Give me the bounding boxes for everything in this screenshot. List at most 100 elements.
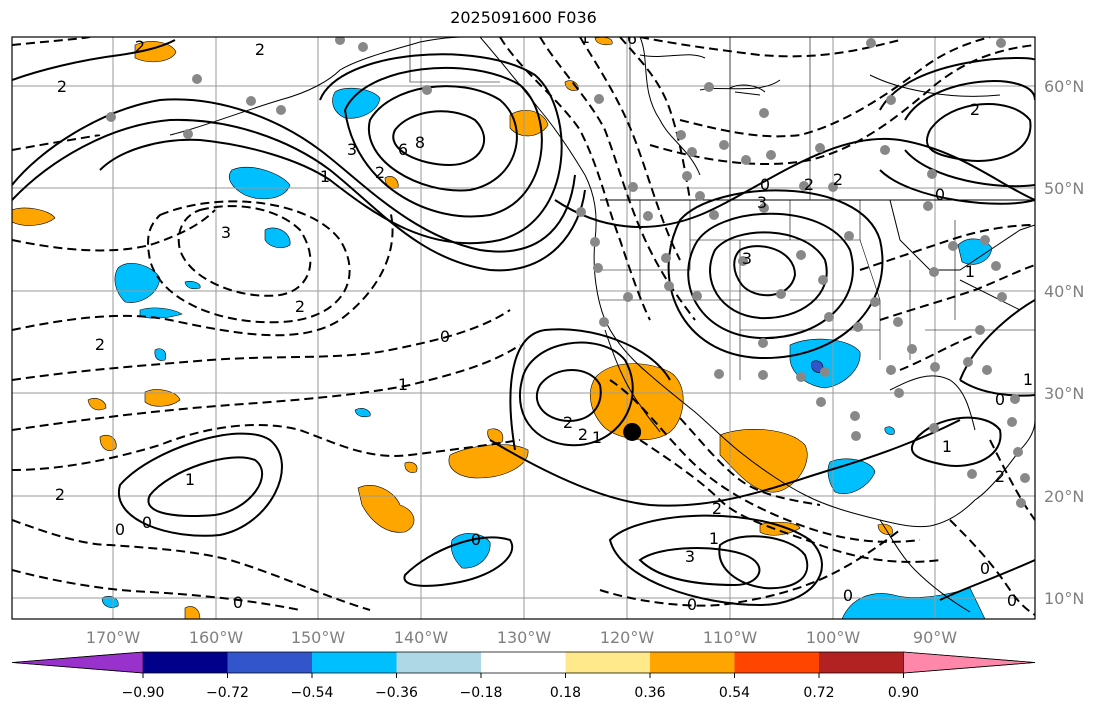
contour-solid [667,189,884,360]
negative-anomaly-area [264,227,291,249]
contour-solid [535,369,602,422]
contour-dashed [599,529,901,607]
contour-dashed [649,44,1035,165]
contour-value-label: 1 [942,437,952,456]
contour-value-label: 2 [804,175,814,194]
contour-value-label: 3 [757,193,767,212]
contour-value-label: 0 [760,175,770,194]
contour-value-label: 6 [398,140,408,159]
contour-solid [403,536,513,587]
contour-dashed [619,37,691,201]
contour-dashed [12,209,216,252]
positive-anomaly-area [487,428,504,443]
contour-value-label: 2 [578,425,588,444]
contour-dashed [639,37,901,58]
contour-value-label: 2 [57,77,67,96]
contour-dashed [579,37,681,261]
contour-solid [910,416,1002,467]
coastlines [169,37,1035,613]
negative-anomaly-area [139,307,183,319]
colorbar-swatch [143,652,228,673]
contour-solid [925,103,1032,162]
contour-value-label: 0 [995,390,1005,409]
contour-solid [12,98,576,253]
contour-solid [343,66,543,218]
contour-value-label: 0 [115,520,125,539]
map-frame [11,36,1036,620]
negative-anomaly-area [154,348,167,361]
contour-dashed [12,37,91,46]
contour-solid [519,341,634,447]
contour-value-label: 0 [687,595,697,614]
latitude-label: 60°N [1044,77,1084,96]
contour-value-label: 3 [742,249,752,268]
contour-dashed [989,439,1035,521]
contour-value-label: 1 [592,428,602,447]
contour-solid [12,39,176,81]
contour-solid [392,110,486,167]
contour-value-label: 2 [833,170,843,189]
latitude-labels: 10°N 20°N 30°N 40°N 50°N 60°N [1044,77,1084,608]
colorbar-extend-high [903,651,1036,674]
colorbar-swatch [734,652,819,673]
contour-value-label: 8 [415,133,425,152]
contour-value-label: 3 [347,140,357,159]
contour-value-label: 1 [709,529,719,548]
positive-anomaly-area [144,389,181,407]
contour-value-label: 2 [970,100,980,119]
positive-anomaly-area [12,207,56,226]
longitude-label: 90°W [913,628,957,647]
contour-value-label: 2 [95,335,105,354]
contour-solid [904,80,1035,188]
contour-dashed [12,309,511,381]
contour-dashed [639,439,941,563]
contour-value-label: 0 [233,593,243,612]
contour-solid [608,514,823,607]
colorbar-swatch [227,652,312,673]
contour-dashed [12,424,521,471]
contour-value-label: 0 [980,559,990,578]
longitude-label: 170°W [86,628,141,647]
positive-anomaly-area [357,485,415,533]
contour-value-label: 2 [375,163,385,182]
contour-dashed [147,200,351,324]
contour-dashed [12,134,101,151]
longitude-labels: 170°W 160°W 150°W 140°W 130°W 120°W 110°W 100°W… [86,628,957,647]
contour-dashed [12,569,301,611]
colorbar-tick-label: 0.54 [719,685,750,701]
colorbar-tick-label: −0.72 [206,685,249,701]
contour-solid [939,559,1035,601]
contour-dashed [177,205,312,297]
positive-anomaly-area [99,434,117,451]
contour-dashed [899,334,976,371]
negative-anomaly-area [354,408,371,418]
contour-dashed [949,519,1035,616]
contour-dashed [12,344,521,431]
contour-value-label: 2 [563,413,573,432]
storm-center-marker [623,422,642,441]
contour-lines [12,39,1035,607]
contour-dashed [12,519,371,611]
positive-anomaly-area [134,41,177,63]
contour-value-label: 1 [965,262,975,281]
map-title: 2025091600 F036 [450,8,597,27]
contour-dashed [679,37,991,138]
contour-value-label: 1 [320,167,330,186]
contour-value-label: 1 [398,375,408,394]
contour-dashed [12,209,394,337]
contour-solid [687,212,854,340]
colorbar-extend-low [11,651,144,674]
negative-anomaly-area [184,281,201,290]
colorbar-swatch [565,652,650,673]
contour-dashed [609,379,921,543]
contour-solid [718,535,809,590]
contour-value-label: 0 [935,185,945,204]
negative-anomaly-area [101,596,119,608]
contour-dashed [679,417,821,506]
negative-anomaly-area [884,426,895,435]
contour-dashed [499,37,651,321]
longitude-label: 160°W [189,628,244,647]
